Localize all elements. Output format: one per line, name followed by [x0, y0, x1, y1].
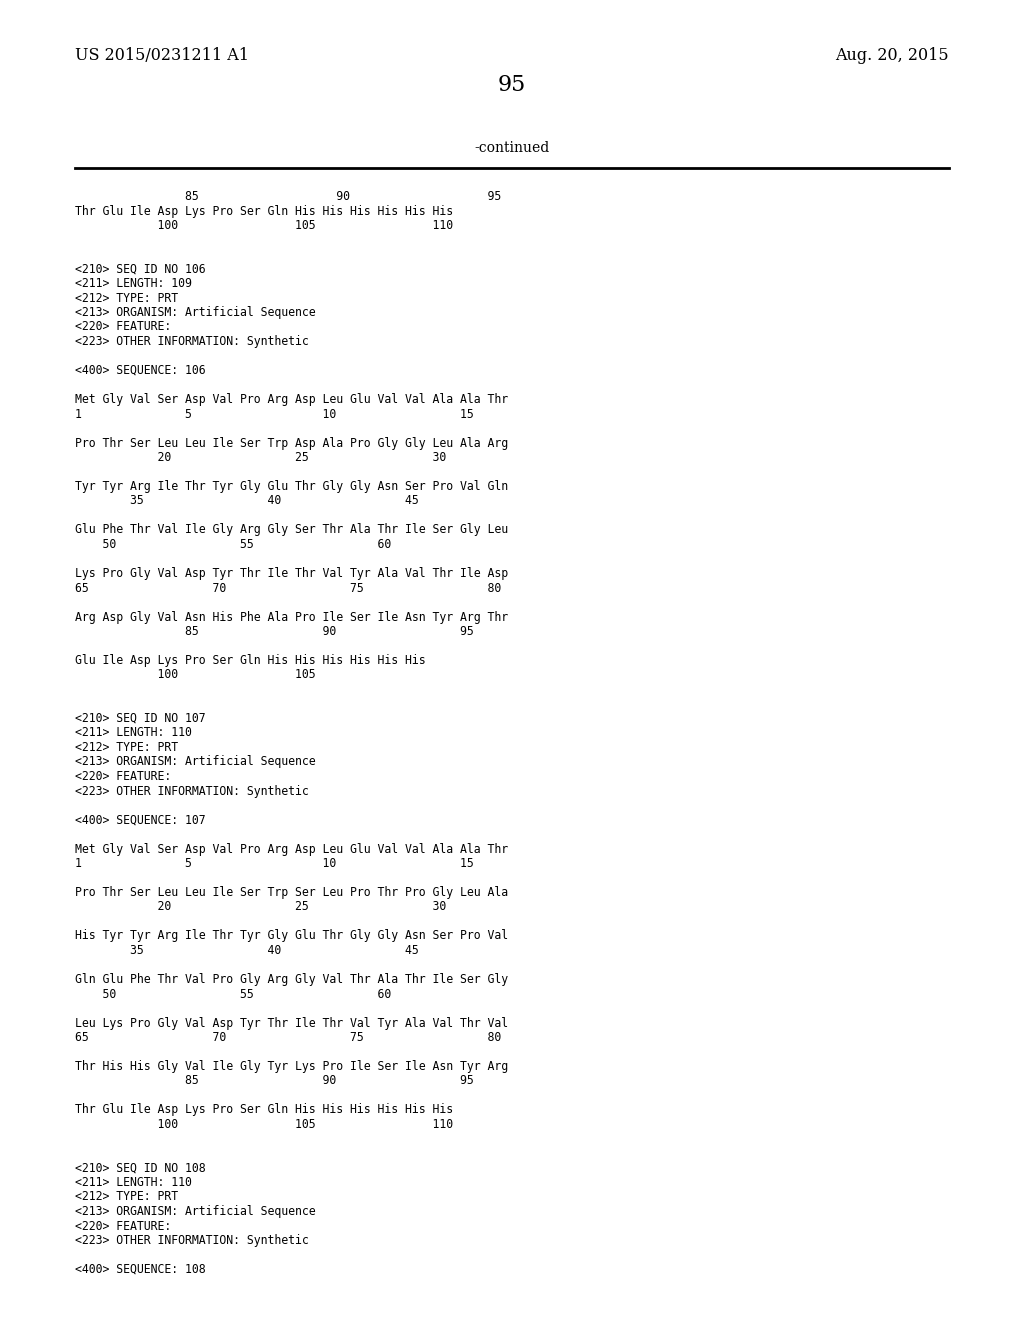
- Text: Thr Glu Ile Asp Lys Pro Ser Gln His His His His His His: Thr Glu Ile Asp Lys Pro Ser Gln His His …: [75, 1104, 454, 1117]
- Text: 1               5                   10                  15: 1 5 10 15: [75, 857, 474, 870]
- Text: <213> ORGANISM: Artificial Sequence: <213> ORGANISM: Artificial Sequence: [75, 1205, 315, 1218]
- Text: Met Gly Val Ser Asp Val Pro Arg Asp Leu Glu Val Val Ala Ala Thr: Met Gly Val Ser Asp Val Pro Arg Asp Leu …: [75, 393, 508, 407]
- Text: 100                 105                 110: 100 105 110: [75, 219, 454, 232]
- Text: 20                  25                  30: 20 25 30: [75, 900, 446, 913]
- Text: <223> OTHER INFORMATION: Synthetic: <223> OTHER INFORMATION: Synthetic: [75, 1234, 309, 1247]
- Text: Pro Thr Ser Leu Leu Ile Ser Trp Ser Leu Pro Thr Pro Gly Leu Ala: Pro Thr Ser Leu Leu Ile Ser Trp Ser Leu …: [75, 886, 508, 899]
- Text: <220> FEATURE:: <220> FEATURE:: [75, 1220, 171, 1233]
- Text: US 2015/0231211 A1: US 2015/0231211 A1: [75, 46, 249, 63]
- Text: 20                  25                  30: 20 25 30: [75, 451, 446, 465]
- Text: <400> SEQUENCE: 108: <400> SEQUENCE: 108: [75, 1263, 206, 1276]
- Text: 50                  55                  60: 50 55 60: [75, 987, 391, 1001]
- Text: 85                    90                    95: 85 90 95: [75, 190, 502, 203]
- Text: Lys Pro Gly Val Asp Tyr Thr Ile Thr Val Tyr Ala Val Thr Ile Asp: Lys Pro Gly Val Asp Tyr Thr Ile Thr Val …: [75, 568, 508, 579]
- Text: His Tyr Tyr Arg Ile Thr Tyr Gly Glu Thr Gly Gly Asn Ser Pro Val: His Tyr Tyr Arg Ile Thr Tyr Gly Glu Thr …: [75, 929, 508, 942]
- Text: Aug. 20, 2015: Aug. 20, 2015: [836, 46, 949, 63]
- Text: <400> SEQUENCE: 106: <400> SEQUENCE: 106: [75, 364, 206, 378]
- Text: 1               5                   10                  15: 1 5 10 15: [75, 408, 474, 421]
- Text: -continued: -continued: [474, 141, 550, 154]
- Text: <213> ORGANISM: Artificial Sequence: <213> ORGANISM: Artificial Sequence: [75, 755, 315, 768]
- Text: Thr His His Gly Val Ile Gly Tyr Lys Pro Ile Ser Ile Asn Tyr Arg: Thr His His Gly Val Ile Gly Tyr Lys Pro …: [75, 1060, 508, 1073]
- Text: <211> LENGTH: 110: <211> LENGTH: 110: [75, 1176, 191, 1189]
- Text: <211> LENGTH: 109: <211> LENGTH: 109: [75, 277, 191, 290]
- Text: <210> SEQ ID NO 107: <210> SEQ ID NO 107: [75, 711, 206, 725]
- Text: 50                  55                  60: 50 55 60: [75, 539, 391, 550]
- Text: <400> SEQUENCE: 107: <400> SEQUENCE: 107: [75, 813, 206, 826]
- Text: 85                  90                  95: 85 90 95: [75, 1074, 474, 1088]
- Text: <212> TYPE: PRT: <212> TYPE: PRT: [75, 292, 178, 305]
- Text: 100                 105                 110: 100 105 110: [75, 1118, 454, 1131]
- Text: 95: 95: [498, 74, 526, 96]
- Text: Leu Lys Pro Gly Val Asp Tyr Thr Ile Thr Val Tyr Ala Val Thr Val: Leu Lys Pro Gly Val Asp Tyr Thr Ile Thr …: [75, 1016, 508, 1030]
- Text: <213> ORGANISM: Artificial Sequence: <213> ORGANISM: Artificial Sequence: [75, 306, 315, 319]
- Text: 35                  40                  45: 35 40 45: [75, 495, 419, 507]
- Text: 65                  70                  75                  80: 65 70 75 80: [75, 1031, 502, 1044]
- Text: <220> FEATURE:: <220> FEATURE:: [75, 770, 171, 783]
- Text: <210> SEQ ID NO 106: <210> SEQ ID NO 106: [75, 263, 206, 276]
- Text: <220> FEATURE:: <220> FEATURE:: [75, 321, 171, 334]
- Text: <212> TYPE: PRT: <212> TYPE: PRT: [75, 1191, 178, 1204]
- Text: 85                  90                  95: 85 90 95: [75, 624, 474, 638]
- Text: Arg Asp Gly Val Asn His Phe Ala Pro Ile Ser Ile Asn Tyr Arg Thr: Arg Asp Gly Val Asn His Phe Ala Pro Ile …: [75, 610, 508, 623]
- Text: Met Gly Val Ser Asp Val Pro Arg Asp Leu Glu Val Val Ala Ala Thr: Met Gly Val Ser Asp Val Pro Arg Asp Leu …: [75, 842, 508, 855]
- Text: 65                  70                  75                  80: 65 70 75 80: [75, 582, 502, 594]
- Text: Tyr Tyr Arg Ile Thr Tyr Gly Glu Thr Gly Gly Asn Ser Pro Val Gln: Tyr Tyr Arg Ile Thr Tyr Gly Glu Thr Gly …: [75, 480, 508, 492]
- Text: <212> TYPE: PRT: <212> TYPE: PRT: [75, 741, 178, 754]
- Text: Pro Thr Ser Leu Leu Ile Ser Trp Asp Ala Pro Gly Gly Leu Ala Arg: Pro Thr Ser Leu Leu Ile Ser Trp Asp Ala …: [75, 437, 508, 450]
- Text: 100                 105: 100 105: [75, 668, 315, 681]
- Text: <223> OTHER INFORMATION: Synthetic: <223> OTHER INFORMATION: Synthetic: [75, 335, 309, 348]
- Text: Glu Ile Asp Lys Pro Ser Gln His His His His His His: Glu Ile Asp Lys Pro Ser Gln His His His …: [75, 653, 426, 667]
- Text: 35                  40                  45: 35 40 45: [75, 944, 419, 957]
- Text: Gln Glu Phe Thr Val Pro Gly Arg Gly Val Thr Ala Thr Ile Ser Gly: Gln Glu Phe Thr Val Pro Gly Arg Gly Val …: [75, 973, 508, 986]
- Text: <210> SEQ ID NO 108: <210> SEQ ID NO 108: [75, 1162, 206, 1175]
- Text: Thr Glu Ile Asp Lys Pro Ser Gln His His His His His His: Thr Glu Ile Asp Lys Pro Ser Gln His His …: [75, 205, 454, 218]
- Text: Glu Phe Thr Val Ile Gly Arg Gly Ser Thr Ala Thr Ile Ser Gly Leu: Glu Phe Thr Val Ile Gly Arg Gly Ser Thr …: [75, 524, 508, 536]
- Text: <211> LENGTH: 110: <211> LENGTH: 110: [75, 726, 191, 739]
- Text: <223> OTHER INFORMATION: Synthetic: <223> OTHER INFORMATION: Synthetic: [75, 784, 309, 797]
